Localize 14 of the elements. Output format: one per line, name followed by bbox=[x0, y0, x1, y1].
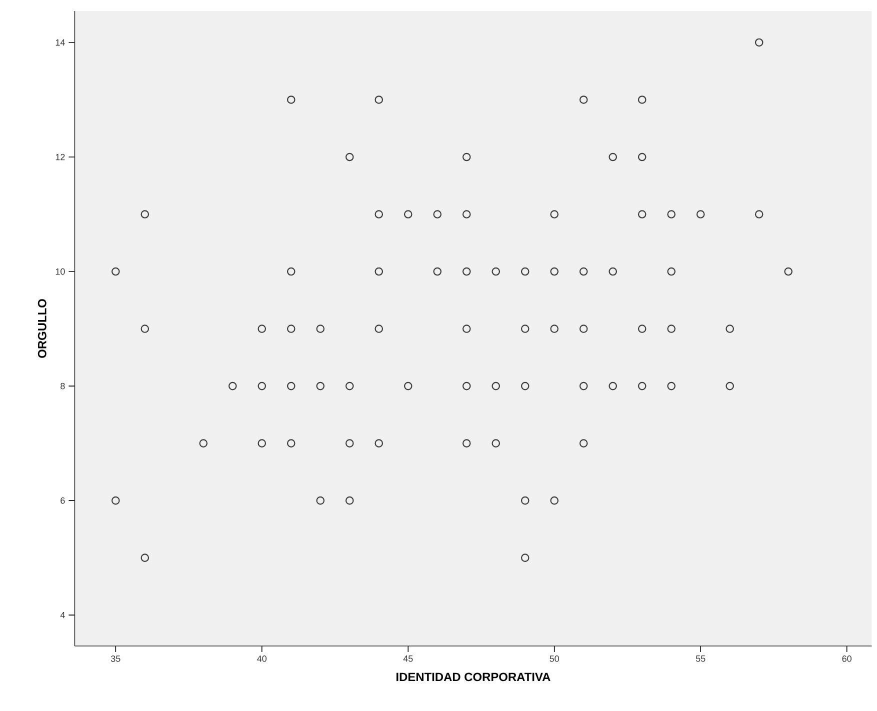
y-tick-label: 10 bbox=[56, 268, 65, 275]
x-tick-label: 50 bbox=[550, 656, 560, 662]
y-tick-label: 12 bbox=[56, 154, 65, 160]
y-tick-label: 8 bbox=[60, 382, 65, 390]
x-tick-label: 35 bbox=[111, 656, 120, 662]
x-tick-label: 55 bbox=[696, 656, 706, 662]
x-tick-label: 60 bbox=[842, 656, 852, 662]
y-tick-label: 6 bbox=[60, 497, 65, 504]
y-tick-label: 14 bbox=[56, 39, 65, 46]
x-tick-label: 45 bbox=[403, 656, 413, 662]
y-axis-title: ORGULLO bbox=[38, 299, 46, 358]
y-tick-label: 4 bbox=[60, 612, 65, 618]
x-tick-label: 40 bbox=[257, 656, 267, 662]
x-axis-title: IDENTIDAD CORPORATIVA bbox=[396, 672, 550, 682]
